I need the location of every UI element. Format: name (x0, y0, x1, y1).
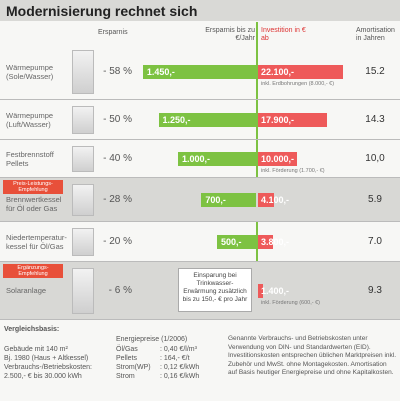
row-separator (0, 261, 400, 262)
savings-bar (158, 113, 256, 127)
basis-line: 2.500,- € bis 30.000 kWh (4, 373, 82, 380)
category-label: Brennwertkessel für Öl oder Gas (6, 195, 62, 213)
amortisation-value: 15.2 (365, 66, 385, 77)
investment-label: 10.000,- (261, 154, 295, 164)
investment-bar (258, 235, 273, 249)
percent-header: Ersparnis (98, 29, 128, 36)
savings-percent: - 58 % (103, 66, 132, 77)
savings-bar (217, 235, 256, 249)
savings-header: Ersparnis bis zu €/Jahr (205, 27, 255, 42)
product-image (72, 268, 94, 314)
product-image (72, 50, 94, 94)
recommendation-tag: Preis-Leistungs-Empfehlung (3, 180, 63, 194)
price-name: Öl/Gas (116, 346, 138, 353)
savings-percent: - 50 % (103, 114, 132, 125)
prices-title: Energiepreise (1/2006) (116, 336, 188, 343)
savings-percent: - 28 % (103, 194, 132, 205)
row-separator (0, 319, 400, 320)
disclaimer: Genannte Verbrauchs- und Betriebskosten … (228, 335, 397, 376)
savings-percent: - 6 % (108, 285, 132, 296)
investment-bar (258, 193, 274, 207)
savings-label: 700,- (205, 195, 226, 205)
price-name: Strom (116, 373, 135, 380)
savings-percent: - 40 % (103, 153, 132, 164)
category-label: Niedertemperatur-kessel für Öl/Gas (6, 233, 67, 251)
category-label: Wärmepumpe (Sole/Wasser) (6, 63, 54, 81)
price-value: : 164,- €/t (160, 355, 190, 362)
amortisation-value: 10,0 (365, 153, 385, 164)
savings-bar (178, 152, 256, 166)
amortisation-value: 7.0 (368, 236, 382, 247)
recommendation-tag: Ergänzungs-Empfehlung (3, 264, 63, 278)
basis-title: Vergleichsbasis: (4, 326, 60, 333)
investment-label: 4.100,- (261, 195, 290, 205)
savings-bar (142, 65, 256, 79)
investment-label: 3.800,- (261, 237, 290, 247)
savings-percent: - 20 % (103, 236, 132, 247)
investment-bar (258, 65, 344, 79)
product-image (72, 146, 94, 172)
investment-note: inkl. Förderung (1.700,- €) (261, 168, 325, 174)
product-image (72, 106, 94, 134)
savings-bar (201, 193, 256, 207)
basis-line: Bj. 1980 (Haus + Altkessel) (4, 355, 89, 362)
price-value: : 0,40 €/l/m³ (160, 346, 197, 353)
amortisation-value: 5.9 (368, 194, 382, 205)
savings-label: 1.450,- (146, 67, 175, 77)
investment-bar (258, 152, 297, 166)
product-image (72, 228, 94, 256)
row-separator (0, 139, 400, 140)
amortisation-value: 14.3 (365, 114, 385, 125)
investment-note: inkl. Erdbohrungen (8.000,- €) (261, 81, 335, 87)
row-separator (0, 99, 400, 100)
savings-note: Einsparung bei Trinkwasser-Erwärmung zus… (178, 268, 252, 312)
product-image (72, 184, 94, 216)
investment-note: inkl. Förderung (600,- €) (261, 300, 320, 306)
chart-title: Modernisierung rechnet sich (0, 0, 400, 21)
savings-label: 1.000,- (182, 154, 211, 164)
row-background (0, 178, 400, 222)
basis-line: Verbrauchs-/Betriebskosten: (4, 364, 92, 371)
investment-bar (258, 113, 327, 127)
row-separator (0, 221, 400, 222)
investment-label: 17.900,- (261, 115, 295, 125)
basis-line: Gebäude mit 140 m² (4, 346, 68, 353)
row-separator (0, 177, 400, 178)
savings-label: 500,- (221, 237, 242, 247)
price-name: Strom(WP) (116, 364, 151, 371)
investment-header: Investition in € ab (261, 27, 306, 42)
investment-label: 22.100,- (261, 67, 295, 77)
price-value: : 0,16 €/kWh (160, 373, 200, 380)
price-name: Pellets (116, 355, 138, 362)
price-value: : 0,12 €/kWh (160, 364, 200, 371)
amortisation-header: Amortisation in Jahren (356, 27, 395, 42)
category-label: Festbrennstoff Pellets (6, 150, 54, 168)
center-line (256, 22, 258, 320)
investment-bar (258, 284, 264, 298)
amortisation-value: 9.3 (368, 285, 382, 296)
savings-label: 1.250,- (162, 115, 191, 125)
category-label: Solaranlage (6, 286, 47, 295)
category-label: Wärmepumpe (Luft/Wasser) (6, 111, 54, 129)
investment-label: 1.400,- (261, 286, 290, 296)
